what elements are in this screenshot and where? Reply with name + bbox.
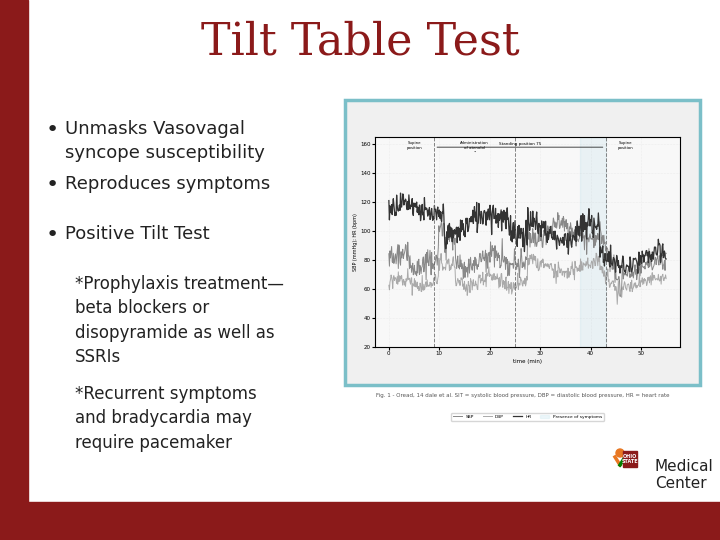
Text: •: • [45,120,58,140]
HR [550,237,559,243]
Y-axis label: SBP (mmHg); HR (bpm): SBP (mmHg); HR (bpm) [353,213,358,271]
Text: OHIO
STATE: OHIO STATE [621,454,639,464]
SBP [613,276,621,283]
HR [634,270,642,276]
SBP [534,238,543,245]
DBP [613,288,621,295]
Bar [580,137,606,347]
DBP [656,273,665,280]
HR [613,252,621,259]
DBP [592,250,600,256]
Text: Reproduces symptoms: Reproduces symptoms [65,175,270,193]
Text: Supine
position: Supine position [406,141,422,150]
Text: Medical
Center: Medical Center [655,459,714,491]
Line: SBP: SBP [389,213,666,296]
DBP [516,274,525,280]
DBP [534,267,543,273]
DBP [518,281,526,288]
SBP [616,293,625,300]
Text: *Prophylaxis treatment—
beta blockers or
disopyramide as well as
SSRIs: *Prophylaxis treatment— beta blockers or… [75,275,284,366]
Text: •: • [45,175,58,195]
Bar [0,502,720,540]
Text: Administration
of atenolol
•: Administration of atenolol • [460,141,489,154]
Text: *Recurrent symptoms
and bradycardia may
require pacemaker: *Recurrent symptoms and bradycardia may … [75,385,257,451]
SBP [656,261,665,267]
Line: DBP: DBP [389,253,666,305]
SBP [384,251,393,257]
Text: Tilt Table Test: Tilt Table Test [201,21,519,64]
SBP [549,217,558,224]
Bar [0,0,28,540]
Text: Supine
position: Supine position [618,141,634,150]
Circle shape [616,449,624,457]
Text: Positive Tilt Test: Positive Tilt Test [65,225,210,243]
DBP [384,282,393,288]
Text: Unmasks Vasovagal
syncope susceptibility: Unmasks Vasovagal syncope susceptibility [65,120,265,163]
SBP [554,210,562,216]
HR [662,256,670,262]
DBP [549,274,558,281]
Bar [345,100,700,385]
SBP [516,256,525,262]
HR [396,190,405,197]
HR [535,224,544,230]
Text: Standing position 75: Standing position 75 [499,141,541,146]
Text: •: • [45,225,58,245]
FancyBboxPatch shape [0,0,28,502]
SBP [518,265,526,271]
Legend: SBP, DBP, HR, Presence of symptoms: SBP, DBP, HR, Presence of symptoms [451,413,604,421]
Text: Fig. 1 - Oread, 14 dale et al. SIT = systolic blood pressure, DBP = diastolic bl: Fig. 1 - Oread, 14 dale et al. SIT = sys… [376,393,670,398]
HR [656,259,665,266]
DBP [613,301,621,308]
SBP [662,250,670,256]
DBP [662,275,670,282]
X-axis label: time (min): time (min) [513,359,542,364]
HR [384,197,393,204]
HR [518,244,527,250]
HR [517,225,526,232]
Line: HR: HR [389,193,666,273]
Bar [623,451,637,467]
